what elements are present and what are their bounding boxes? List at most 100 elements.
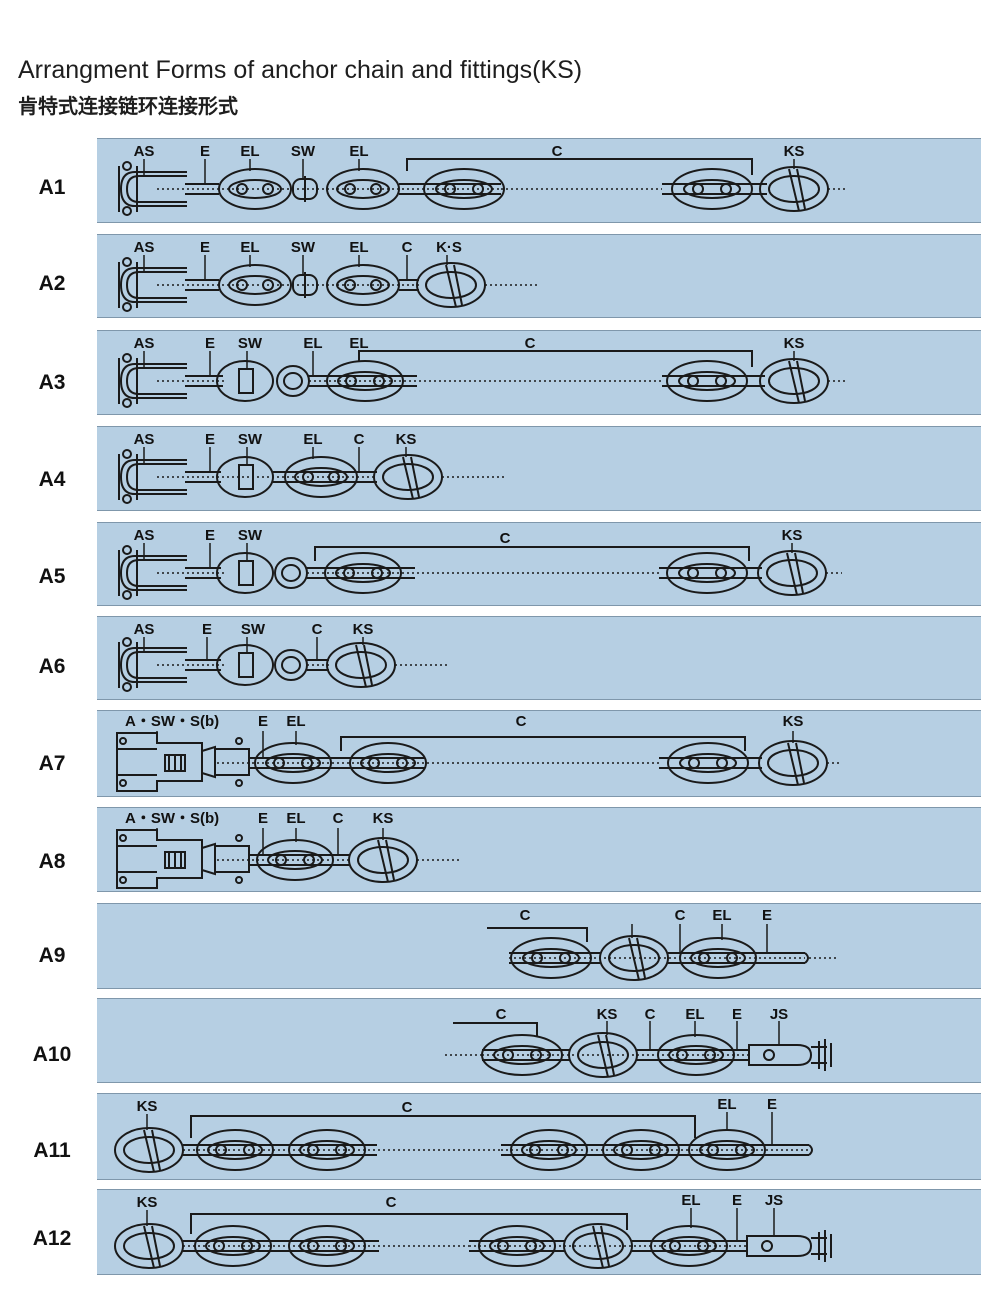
- diagram-panel-a11: KS C EL E: [97, 1093, 981, 1180]
- label-c: C: [645, 1006, 656, 1023]
- label-el: EL: [240, 143, 259, 160]
- diagram-panel-a5: AS E SW C KS: [97, 522, 981, 606]
- row-label-a11: A11: [33, 1139, 71, 1162]
- page-title: Arrangment Forms of anchor chain and fit…: [18, 56, 583, 84]
- label-as: AS: [134, 431, 155, 448]
- label-ks: KS: [783, 713, 804, 730]
- label-c: C: [552, 143, 563, 160]
- label-as: AS: [134, 527, 155, 544]
- chain-diagram-a11: KS C EL E: [114, 1096, 813, 1173]
- label-e: E: [200, 239, 210, 256]
- label-c: C: [500, 530, 511, 547]
- label-c: C: [675, 907, 686, 924]
- row-label-a1: A1: [38, 176, 66, 199]
- label-e: E: [762, 907, 772, 924]
- label-as: AS: [134, 239, 155, 256]
- label-el: EL: [240, 239, 259, 256]
- label-as: AS: [134, 621, 155, 638]
- chain-diagram-a5: AS E SW C KS: [118, 527, 842, 600]
- label-ks: KS: [353, 621, 374, 638]
- row-label-a12: A12: [32, 1227, 72, 1250]
- diagram-panel-a8: A・SW・S(b) E EL C KS: [97, 807, 981, 892]
- label-el: EL: [349, 239, 368, 256]
- chain-diagram-a1: AS E EL SW EL C KS: [118, 143, 845, 216]
- label-c: C: [402, 239, 413, 256]
- label-as: AS: [134, 143, 155, 160]
- row-label-a8: A8: [38, 850, 66, 873]
- row-label-a4: A4: [38, 468, 66, 491]
- chain-diagram-a7: A・SW・S(b) E EL C KS: [116, 713, 842, 792]
- label-el: EL: [685, 1006, 704, 1023]
- label-e: E: [205, 527, 215, 544]
- label-c: C: [496, 1006, 507, 1023]
- label-ks: KS: [137, 1194, 158, 1211]
- label-c: C: [333, 810, 344, 827]
- diagram-panel-a1: AS E EL SW EL C KS: [97, 138, 981, 223]
- diagram-panel-a6: AS E SW C KS: [97, 616, 981, 700]
- label-ks: K·S: [436, 239, 462, 256]
- label-ks: KS: [396, 431, 417, 448]
- label-ks: KS: [137, 1098, 158, 1115]
- row-label-a3: A3: [38, 371, 66, 394]
- diagram-panel-a9: C C EL E: [97, 903, 981, 989]
- label-sw: SW: [238, 527, 263, 544]
- label-ks: KS: [597, 1006, 618, 1023]
- label-as: AS: [134, 335, 155, 352]
- label-el: EL: [349, 143, 368, 160]
- chain-diagram-a12: KS C EL E JS: [114, 1192, 832, 1269]
- diagram-panel-a12: KS C EL E JS: [97, 1189, 981, 1275]
- label-e: E: [258, 713, 268, 730]
- label-c: C: [312, 621, 323, 638]
- row-label-a7: A7: [38, 752, 66, 775]
- label-ks: KS: [782, 527, 803, 544]
- label-e: E: [205, 335, 215, 352]
- diagram-panel-a4: AS E SW EL C KS: [97, 426, 981, 511]
- row-label-a9: A9: [38, 944, 66, 967]
- label-ks: KS: [784, 143, 805, 160]
- label-el: EL: [303, 431, 322, 448]
- label-el: EL: [349, 335, 368, 352]
- label-sw: SW: [238, 335, 263, 352]
- label-e: E: [767, 1096, 777, 1113]
- label-c: C: [402, 1099, 413, 1116]
- chain-diagram-a2: AS E EL SW EL C K·S: [118, 239, 537, 312]
- chain-diagram-a3: AS E SW EL EL C KS: [118, 335, 845, 408]
- chain-diagram-a6: AS E SW C KS: [118, 621, 447, 692]
- label-c: C: [386, 1194, 397, 1211]
- label-el: EL: [712, 907, 731, 924]
- label-sw: SW: [238, 431, 263, 448]
- label-ks: KS: [784, 335, 805, 352]
- label-sw: SW: [241, 621, 266, 638]
- label-a-sw-s: A・SW・S(b): [125, 713, 219, 730]
- diagram-panel-a3: AS E SW EL EL C KS: [97, 330, 981, 415]
- chain-diagram-a8: A・SW・S(b) E EL C KS: [116, 810, 462, 889]
- label-c: C: [354, 431, 365, 448]
- row-label-a6: A6: [38, 655, 66, 678]
- label-e: E: [732, 1192, 742, 1209]
- label-e: E: [200, 143, 210, 160]
- label-sw: SW: [291, 143, 316, 160]
- label-e: E: [205, 431, 215, 448]
- label-a-sw-s: A・SW・S(b): [125, 810, 219, 827]
- label-el: EL: [303, 335, 322, 352]
- label-c: C: [520, 907, 531, 924]
- label-js: JS: [770, 1006, 788, 1023]
- label-el: EL: [681, 1192, 700, 1209]
- chain-diagram-a4: AS E SW EL C KS: [118, 431, 507, 504]
- diagram-panel-a7: A・SW・S(b) E EL C KS: [97, 710, 981, 797]
- label-sw: SW: [291, 239, 316, 256]
- label-c: C: [516, 713, 527, 730]
- label-js: JS: [765, 1192, 783, 1209]
- chain-diagram-a10: C KS C EL E JS: [445, 1006, 832, 1078]
- label-el: EL: [717, 1096, 736, 1113]
- label-e: E: [202, 621, 212, 638]
- label-e: E: [258, 810, 268, 827]
- label-e: E: [732, 1006, 742, 1023]
- page-subtitle: 肯特式连接链环连接形式: [18, 96, 238, 118]
- row-label-a2: A2: [38, 272, 66, 295]
- diagram-panel-a2: AS E EL SW EL C K·S: [97, 234, 981, 318]
- label-el: EL: [286, 810, 305, 827]
- label-el: EL: [286, 713, 305, 730]
- chain-diagram-a9: C C EL E: [487, 907, 837, 981]
- row-label-a10: A10: [32, 1043, 72, 1066]
